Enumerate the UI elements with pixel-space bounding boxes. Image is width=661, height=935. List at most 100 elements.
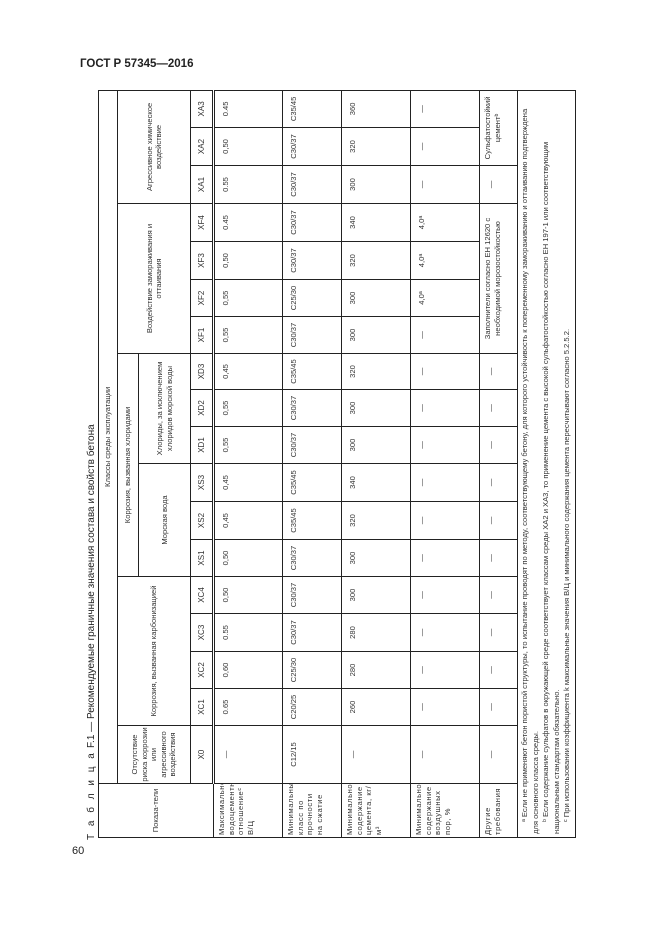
table-cell: C30/37 xyxy=(282,389,342,427)
table-cell: 320 xyxy=(341,241,411,280)
table-cell: C30/37 xyxy=(282,203,342,242)
table-cell: — xyxy=(479,725,518,784)
group-xf-header: Воздействие замораживания и оттаивания xyxy=(117,203,191,354)
caption-title: — Рекомендуемые граничные значения соста… xyxy=(86,424,97,732)
table-cell: 0,50 xyxy=(213,127,283,166)
group-x0-header: Отсутствие риска коррозии или агрессивно… xyxy=(117,725,191,784)
table-cell: — xyxy=(479,165,518,204)
table-cell: 300 xyxy=(341,576,411,614)
class-code-xf1: XF1 xyxy=(190,316,214,354)
table-cell: C30/37 xyxy=(282,165,342,204)
table-cell: — xyxy=(410,90,480,128)
class-code-xs3: XS3 xyxy=(190,463,214,502)
table-cell: C20/25 xyxy=(282,688,342,726)
table-cell: Сульфатостойкий цементᵇ xyxy=(479,90,518,166)
table-cell: — xyxy=(410,165,480,204)
table-cell: 0.65 xyxy=(213,688,283,726)
table-cell: 300 xyxy=(341,539,411,577)
table-cell: 0,50 xyxy=(213,576,283,614)
table-cell: 320 xyxy=(341,353,411,390)
table-row: Минимальное содержание цемента, кг/м³ —26… xyxy=(341,90,411,838)
table-row: Минимальное содержание воздушных пор, % —… xyxy=(410,90,480,838)
table-cell: 4,0ᵃ xyxy=(410,279,480,317)
class-code-xf2: XF2 xyxy=(190,279,214,317)
table-cell: 0.45 xyxy=(213,203,283,242)
table-cell: 0,50 xyxy=(213,539,283,577)
table-cell: — xyxy=(410,539,480,577)
footnote: ᵃ Если не применяют бетон пористой струк… xyxy=(520,108,540,834)
table-cell: — xyxy=(410,501,480,540)
row-label: Минимальное содержание воздушных пор, % xyxy=(410,783,480,838)
table-cell: — xyxy=(410,725,480,784)
group-xc-header: Коррозия, вызванная карбонизацией xyxy=(117,576,191,726)
table-cell: C30/37 xyxy=(282,127,342,166)
table-cell: 260 xyxy=(341,688,411,726)
table-cell: — xyxy=(479,389,518,427)
class-code-xd1: XD1 xyxy=(190,426,214,464)
table-cell: C12/15 xyxy=(282,725,342,784)
table-row: Максимальное водоцементное отношениеᶜ В/… xyxy=(213,90,283,838)
class-codes-row: X0 XC1 XC2 XC3 XC4 XS1 XS2 XS3 XD1 XD2 XD3 XF1 XF2 XF… xyxy=(190,90,214,837)
row-label: Минимальный класс по прочности на сжатие xyxy=(282,783,342,838)
table-cell: C35/45 xyxy=(282,90,342,128)
group-xd-header: Хлориды, за исключением хлоридов морской… xyxy=(138,353,191,464)
table-cell: 300 xyxy=(341,279,411,317)
table-cell: — xyxy=(479,426,518,464)
table-cell: — xyxy=(410,463,480,502)
table-cell: 340 xyxy=(341,203,411,242)
table-cell: 0,45 xyxy=(213,463,283,502)
footnote: ᶜ При использовании коэффициента k макси… xyxy=(562,328,571,822)
table-cell: 300 xyxy=(341,165,411,204)
rotated-table-frame: Показа-тели Классы среды эксплуатации От… xyxy=(98,90,575,838)
class-code-xd3: XD3 xyxy=(190,353,214,390)
table-cell: — xyxy=(479,463,518,502)
table-cell: 0.45 xyxy=(213,90,283,128)
table-cell: C30/37 xyxy=(282,613,342,652)
page-number: 60 xyxy=(72,845,85,857)
class-code-xf3: XF3 xyxy=(190,241,214,280)
table-cell: C35/45 xyxy=(282,501,342,540)
row-label: Другие требования xyxy=(479,783,518,838)
table-cell: C30/37 xyxy=(282,316,342,354)
table-footnotes: ᵃ Если не применяют бетон пористой струк… xyxy=(517,90,575,838)
table-cell: 0,45 xyxy=(213,353,283,390)
class-code-xc2: XC2 xyxy=(190,651,214,689)
document-number: ГОСТ Р 57345—2016 xyxy=(80,58,194,70)
table-cell: Заполнители согласно ЕН 12620 с необходи… xyxy=(479,203,518,354)
table-row: Другие требования — — — — — — — — — — — Заполнители … xyxy=(479,90,518,838)
table-cell: — xyxy=(479,576,518,614)
table-cell: 300 xyxy=(341,426,411,464)
table-cell: — xyxy=(479,613,518,652)
table-cell: C30/37 xyxy=(282,576,342,614)
class-code-xc3: XC3 xyxy=(190,613,214,652)
table-cell: 4,0ᵃ xyxy=(410,203,480,242)
table-cell: — xyxy=(410,389,480,427)
class-code-x0: X0 xyxy=(190,725,214,784)
class-code-xa2: XA2 xyxy=(190,127,214,166)
table-cell: 0,45 xyxy=(213,501,283,540)
table-cell: — xyxy=(479,651,518,689)
table-cell: — xyxy=(479,501,518,540)
class-code-xc1: XC1 xyxy=(190,688,214,726)
table-cell: 0,50 xyxy=(213,241,283,280)
table-cell: C35/45 xyxy=(282,463,342,502)
class-code-xs1: XS1 xyxy=(190,539,214,577)
group-xs-header: Морская вода xyxy=(138,463,191,577)
group-xa-header: Агрессивное химическое воздействие xyxy=(117,90,191,204)
table-cell: — xyxy=(410,651,480,689)
table-cell: 0,55 xyxy=(213,389,283,427)
table-cell: 300 xyxy=(341,389,411,427)
table-cell: 0,55 xyxy=(213,426,283,464)
table-cell: 0.55 xyxy=(213,613,283,652)
table-caption: Т а б л и ц а F.1 — Рекомендуемые гранич… xyxy=(85,200,99,840)
table-cell: — xyxy=(479,539,518,577)
table-cell: 0.55 xyxy=(213,165,283,204)
footnote: ᵇ Если содержание сульфатов в окружающей… xyxy=(541,141,561,834)
table-cell: C25/30 xyxy=(282,651,342,689)
table-cell: 0,60 xyxy=(213,651,283,689)
table-cell: C30/37 xyxy=(282,426,342,464)
table-cell: 320 xyxy=(341,127,411,166)
table-cell: 300 xyxy=(341,316,411,354)
class-code-xc4: XC4 xyxy=(190,576,214,614)
table-cell: — xyxy=(479,688,518,726)
